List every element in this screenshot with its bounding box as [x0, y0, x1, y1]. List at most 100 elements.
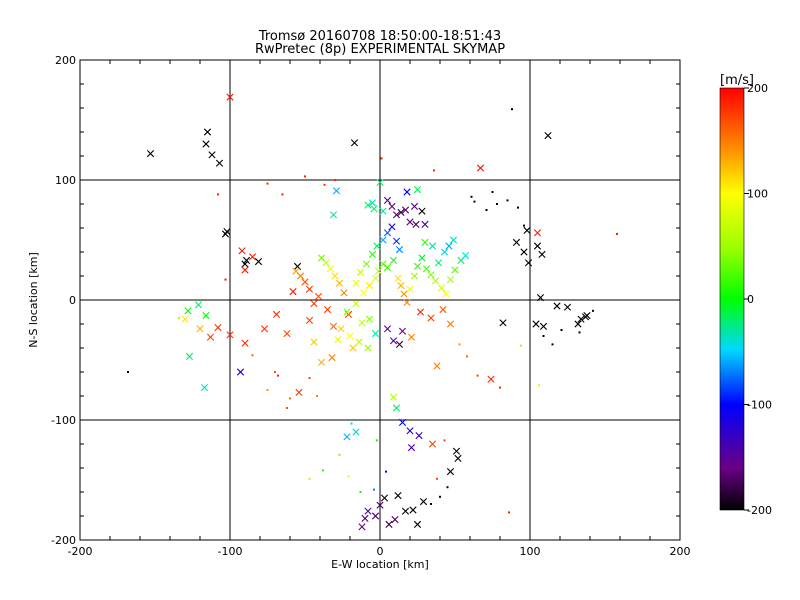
data-point-dot: [446, 486, 449, 489]
data-point-cross: [365, 282, 374, 290]
data-point-dot: [359, 491, 362, 493]
data-point-cross: [328, 354, 336, 362]
data-point-cross: [410, 202, 419, 210]
data-point-cross: [406, 427, 414, 435]
colorbar-tick-label: -200: [747, 504, 772, 517]
data-point-cross: [439, 306, 447, 314]
data-point-cross: [385, 520, 393, 528]
colorbar-ticks: -200 -100 0 100 200: [744, 82, 772, 517]
data-point-cross: [395, 246, 404, 254]
data-point-cross: [533, 229, 542, 237]
data-point-cross: [380, 494, 389, 502]
data-point-cross: [310, 300, 318, 308]
data-point-cross: [358, 319, 366, 327]
colorbar-tick-label: 0: [747, 293, 754, 306]
colorbar-label: [m/s]: [720, 73, 754, 88]
data-point-cross: [335, 279, 344, 287]
data-point-cross: [248, 253, 257, 261]
data-point-cross: [409, 506, 417, 514]
data-point-dot: [224, 278, 227, 281]
data-point-cross: [406, 285, 414, 293]
data-point-cross: [203, 128, 212, 136]
data-point-dot: [443, 439, 446, 442]
data-point-cross: [440, 248, 449, 256]
data-point-cross: [374, 267, 383, 275]
data-point-cross: [428, 440, 437, 448]
data-point-dot: [385, 470, 387, 473]
data-point-dot: [466, 355, 468, 358]
data-point-cross: [215, 159, 224, 167]
data-point-cross: [208, 151, 216, 159]
data-point-cross: [295, 388, 303, 396]
data-point-cross: [437, 284, 446, 292]
data-point-cross: [389, 256, 398, 264]
data-point-cross: [383, 196, 392, 204]
data-point-cross: [196, 325, 204, 333]
data-point-cross: [538, 250, 546, 258]
data-point-cross: [413, 186, 422, 194]
y-axis-tick-labels: -200 -100 0 100 200: [51, 54, 76, 547]
data-point-cross: [461, 252, 470, 260]
y-tick-label: 100: [55, 174, 76, 187]
data-point-cross: [446, 320, 455, 328]
x-axis-label: E-W location [km]: [331, 558, 429, 571]
data-point-dot: [281, 193, 284, 196]
data-point-dot: [286, 407, 288, 409]
data-point-cross: [383, 325, 392, 333]
data-point-cross: [200, 384, 209, 392]
data-point-cross: [421, 238, 429, 246]
data-point-dot: [274, 371, 276, 373]
y-axis-label: N-S location [km]: [27, 252, 40, 348]
data-point-cross: [329, 322, 338, 330]
data-point-dot: [289, 397, 291, 400]
data-point-cross: [434, 259, 443, 267]
data-point-cross: [317, 254, 326, 262]
data-point-cross: [536, 294, 545, 302]
data-point-cross: [349, 344, 357, 352]
colorbar-tick-label: -100: [747, 399, 772, 412]
data-point-cross: [305, 316, 314, 324]
data-point-cross: [379, 236, 387, 244]
data-point-cross: [392, 211, 401, 219]
y-tick-label: -100: [51, 414, 76, 427]
data-point-cross: [332, 187, 341, 195]
data-point-cross: [532, 320, 540, 328]
data-point-cross: [226, 331, 234, 339]
data-point-cross: [431, 277, 440, 285]
colorbar-tick-label: 200: [747, 82, 768, 95]
data-point-cross: [394, 492, 402, 500]
data-point-cross: [379, 260, 387, 268]
data-point-dot: [476, 374, 479, 377]
data-point-cross: [326, 265, 335, 273]
data-point-dot: [616, 233, 618, 235]
data-point-dot: [322, 469, 324, 472]
x-tick-label: 0: [377, 545, 384, 558]
data-point-cross: [371, 512, 380, 520]
data-point-cross: [206, 333, 215, 341]
data-point-cross: [410, 272, 419, 280]
data-point-cross: [422, 265, 431, 273]
data-point-cross: [376, 501, 384, 509]
data-point-dot: [511, 108, 513, 111]
data-point-cross: [334, 336, 342, 344]
data-point-cross: [523, 226, 531, 234]
data-point-dot: [373, 488, 375, 491]
data-point-cross: [301, 278, 309, 286]
data-point-cross: [388, 223, 396, 231]
data-point-cross: [241, 266, 249, 274]
data-point-cross: [383, 229, 392, 237]
data-point-dot: [308, 377, 311, 379]
data-point-cross: [449, 236, 458, 244]
x-axis-tick-labels: -200 -100 0 100 200: [68, 545, 691, 558]
data-point-cross: [352, 428, 360, 436]
data-point-dot: [517, 206, 519, 209]
data-point-cross: [238, 247, 246, 255]
data-point-cross: [254, 258, 263, 266]
data-point-cross: [241, 260, 249, 268]
data-point-cross: [305, 285, 314, 293]
data-point-cross: [433, 362, 441, 370]
data-point-dot: [347, 475, 350, 478]
data-point-cross: [323, 306, 332, 314]
data-point-cross: [451, 266, 459, 274]
